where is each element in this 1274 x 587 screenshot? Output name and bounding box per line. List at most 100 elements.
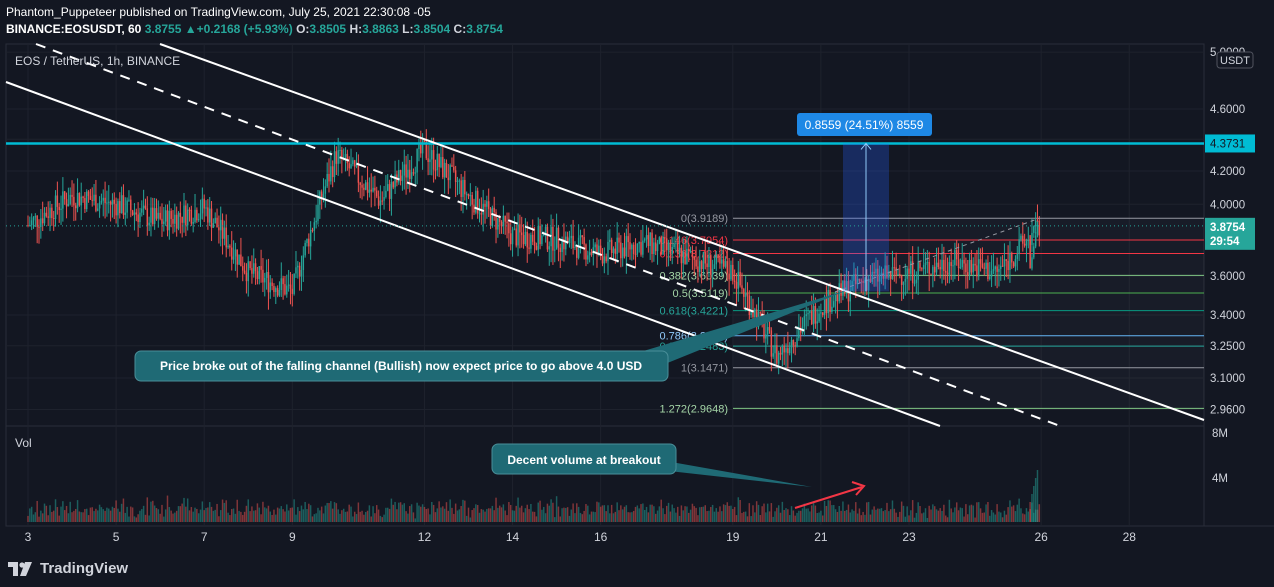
candle-body: [889, 271, 892, 280]
candle-body: [245, 272, 248, 282]
volume-bar: [38, 516, 40, 522]
volume-bar: [111, 506, 114, 522]
fib-level-label: 0.382(3.6039): [660, 270, 729, 282]
volume-bar: [337, 509, 339, 522]
x-tick-label: 5: [113, 530, 120, 544]
volume-bar: [900, 501, 903, 522]
volume-bar: [89, 507, 92, 522]
candle-body: [475, 190, 477, 213]
volume-bar: [616, 502, 618, 522]
candle-body: [677, 243, 679, 253]
candle-body: [381, 200, 383, 202]
candle-body: [49, 207, 51, 218]
volume-bar: [831, 505, 833, 522]
candle-body: [570, 235, 573, 239]
volume-bar: [1000, 512, 1002, 522]
candle-body: [732, 264, 734, 281]
volume-bar: [533, 511, 536, 522]
candle-body: [219, 219, 222, 231]
candle-body: [733, 280, 736, 282]
candle-body: [972, 263, 974, 273]
volume-bar: [623, 506, 626, 522]
volume-bar: [27, 515, 29, 522]
volume-bar: [726, 502, 729, 522]
volume-bar: [230, 509, 233, 522]
candle-body: [989, 276, 991, 279]
candle-body: [897, 273, 899, 275]
volume-bar: [407, 513, 409, 522]
candle-body: [280, 278, 283, 291]
candle-body: [511, 229, 514, 245]
candle-body: [625, 236, 628, 257]
candle-body: [888, 271, 890, 278]
candle-body: [377, 196, 380, 206]
candle-body: [933, 266, 936, 273]
candle-body: [893, 267, 896, 269]
volume-bar: [142, 505, 145, 522]
volume-bar: [1023, 514, 1026, 522]
candle-body: [265, 272, 268, 278]
volume-bar: [219, 510, 222, 522]
candle-body: [533, 241, 536, 246]
candle-body: [93, 194, 95, 201]
volume-bar: [498, 505, 501, 522]
volume-bar: [636, 505, 639, 522]
volume-bar: [566, 507, 569, 522]
volume-bar: [87, 515, 90, 522]
breakout-callout-text: Price broke out of the falling channel (…: [160, 359, 642, 373]
volume-bar: [475, 504, 477, 522]
volume-bar: [319, 510, 321, 522]
volume-bar: [632, 510, 635, 522]
volume-bar: [911, 500, 914, 522]
volume-bar: [598, 502, 600, 522]
volume-bar: [1016, 504, 1019, 522]
candle-body: [353, 160, 356, 167]
candle-body: [818, 313, 820, 322]
candle-body: [640, 242, 642, 255]
volume-bar: [814, 505, 817, 522]
volume-bar: [667, 502, 670, 522]
candle-body: [737, 271, 740, 289]
candle-body: [425, 141, 428, 159]
candle-body: [271, 282, 273, 287]
candle-body: [750, 311, 752, 315]
volume-bar: [810, 505, 813, 522]
volume-bar: [186, 498, 189, 522]
candle-body: [629, 242, 631, 250]
candle-body: [1029, 235, 1031, 269]
candle-body: [344, 153, 347, 158]
candle-body: [978, 259, 980, 277]
volume-bar: [1031, 494, 1033, 522]
candle-body: [838, 283, 840, 302]
candle-body: [849, 291, 852, 302]
candle-body: [680, 247, 683, 264]
candle-body: [161, 218, 163, 224]
countdown-text: 29:54: [1210, 236, 1240, 248]
volume-bar: [605, 511, 607, 522]
volume-bar: [451, 507, 453, 522]
volume-bar: [331, 508, 334, 522]
volume-bar: [625, 505, 628, 522]
volume-bar: [554, 517, 556, 522]
candle-body: [212, 223, 215, 228]
candle-body: [577, 237, 580, 258]
candle-body: [636, 243, 639, 255]
volume-bar: [557, 506, 560, 522]
volume-bar: [1011, 506, 1013, 522]
candle-body: [842, 280, 844, 296]
candle-body: [355, 164, 358, 167]
tradingview-logo[interactable]: TradingView: [8, 560, 128, 577]
volume-bar: [990, 510, 993, 522]
volume-bar: [155, 508, 158, 522]
candle-body: [421, 140, 424, 154]
volume-bar: [440, 507, 442, 522]
volume-bar: [653, 506, 655, 522]
candle-body: [803, 316, 806, 327]
candle-body: [115, 203, 117, 216]
volume-bar: [315, 513, 317, 522]
volume-bar: [774, 511, 776, 522]
candle-body: [1007, 260, 1009, 271]
volume-bar: [721, 511, 723, 522]
volume-bar: [770, 503, 773, 522]
